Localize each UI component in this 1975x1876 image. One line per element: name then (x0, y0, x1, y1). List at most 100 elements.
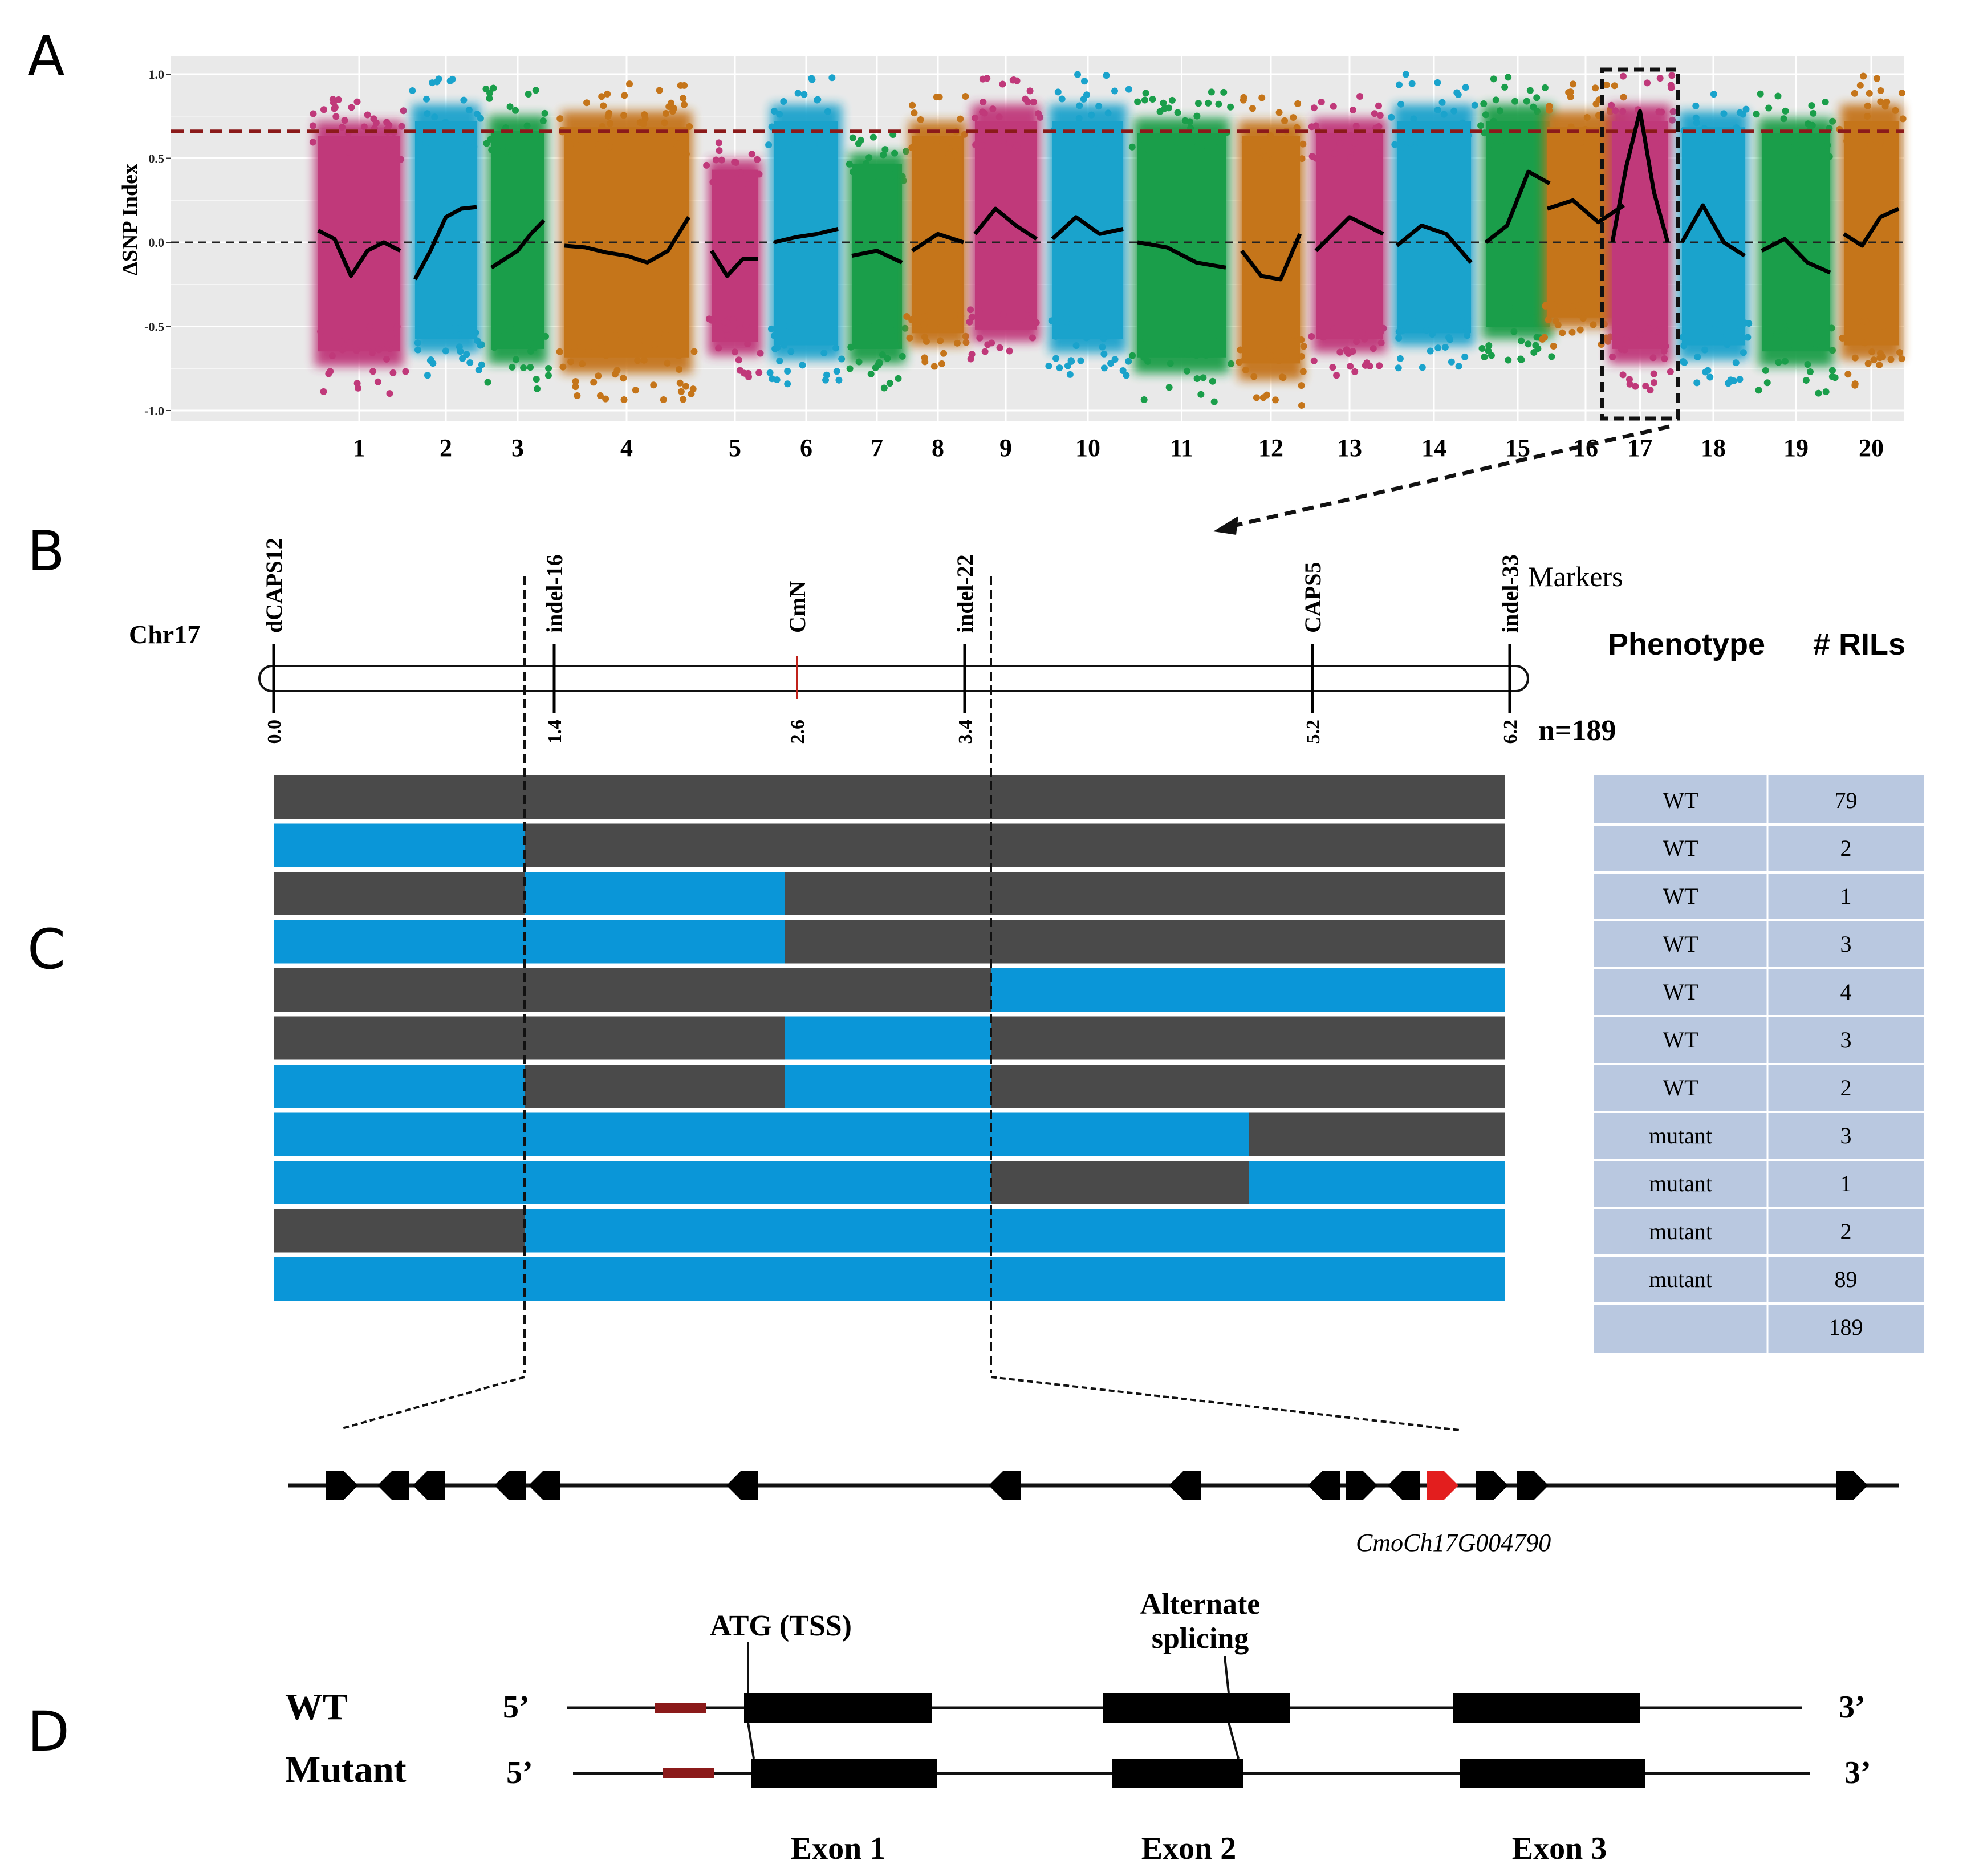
phenotype-cell: WT (1663, 835, 1698, 861)
snp-point (1785, 338, 1793, 346)
wt-exon-2 (1103, 1693, 1290, 1723)
snp-point (1351, 368, 1359, 375)
snp-point (1298, 382, 1305, 389)
snp-point (1650, 370, 1657, 377)
snp-point (1490, 141, 1498, 149)
snp-point (1052, 355, 1060, 362)
snp-point (705, 315, 713, 323)
snp-point (1521, 311, 1529, 319)
snp-point (1458, 319, 1465, 326)
snp-point (675, 133, 682, 141)
wt-segment (525, 1016, 785, 1060)
gene-arrows (326, 1471, 1868, 1500)
snp-point (1896, 349, 1903, 356)
snp-point (744, 340, 751, 347)
snp-point (509, 363, 516, 371)
snp-point (1241, 355, 1249, 363)
snp-point (571, 343, 578, 351)
snp-point (1856, 82, 1864, 89)
snp-point (1077, 357, 1084, 364)
snp-point (1477, 122, 1485, 129)
panel-label-b: B (27, 519, 65, 583)
snp-point (1793, 142, 1801, 149)
chromosome-label: 11 (1170, 434, 1194, 462)
snp-point (483, 140, 490, 147)
exon-3-label: Exon 3 (1512, 1831, 1607, 1866)
snp-point (1242, 137, 1250, 144)
snp-point (1530, 103, 1537, 111)
snp-point (574, 392, 581, 399)
mutant-segment (991, 1209, 1249, 1253)
marker-name: dCAPS12 (261, 538, 287, 633)
snp-point (1478, 345, 1486, 352)
snp-point (1278, 346, 1285, 354)
snp-point (584, 347, 592, 354)
snp-point (1145, 147, 1153, 154)
snp-point (1279, 374, 1287, 381)
snp-point (981, 348, 989, 355)
wt-segment (991, 1016, 1249, 1060)
snp-point (414, 339, 421, 347)
snp-point (1088, 111, 1095, 119)
snp-point (1112, 327, 1119, 335)
snp-point (1533, 94, 1541, 101)
snp-point (1681, 359, 1688, 366)
panel-label-c: C (27, 917, 66, 981)
snp-point (1169, 96, 1176, 104)
point-core (491, 131, 544, 349)
snp-point (320, 106, 327, 113)
snp-point (1724, 341, 1731, 348)
snp-point (1237, 346, 1244, 354)
marker-name: indel-22 (952, 554, 978, 633)
snp-point (1550, 343, 1557, 350)
snp-point (1623, 336, 1630, 343)
table-row: WT 79 (1663, 787, 1857, 813)
snp-point (1240, 96, 1247, 104)
snp-point (355, 384, 362, 392)
trend-line-chr-16 (1546, 198, 1625, 225)
chromosome-label: 19 (1783, 434, 1809, 462)
snp-point (1505, 74, 1512, 81)
snp-point (976, 308, 983, 315)
snp-point (511, 107, 519, 114)
snp-point (1441, 343, 1449, 351)
gene-arrow (726, 1471, 758, 1500)
snp-point (1740, 349, 1747, 356)
snp-point (1453, 89, 1461, 96)
wt-segment (991, 920, 1249, 964)
snp-point (446, 77, 454, 84)
snp-point (980, 98, 987, 105)
snp-point (1843, 137, 1851, 145)
snp-point (745, 181, 752, 188)
chromosome-label: 1 (353, 434, 365, 462)
table-row: WT 3 (1663, 931, 1851, 957)
snp-point (1298, 155, 1306, 163)
snp-point (331, 104, 339, 111)
snp-point (1353, 338, 1360, 346)
snp-point (1892, 107, 1899, 114)
snp-point (1548, 353, 1555, 360)
snp-point (520, 364, 527, 371)
snp-point (486, 95, 493, 102)
chromosome-label: 6 (800, 434, 812, 462)
snp-point (402, 368, 409, 375)
snp-point (466, 359, 474, 367)
snp-point (911, 109, 918, 117)
snp-point (1727, 376, 1734, 384)
snp-point (1632, 383, 1639, 390)
splice-pointer-wt (1224, 1656, 1230, 1694)
snp-point (1782, 107, 1789, 115)
snp-point (921, 312, 928, 320)
wt-three-prime: 3’ (1839, 1690, 1866, 1725)
snp-point (784, 368, 791, 375)
snp-point (1708, 336, 1715, 343)
snp-point (429, 360, 437, 367)
snp-point (1798, 137, 1806, 144)
count-cell: 3 (1840, 1123, 1852, 1148)
snp-point (1434, 79, 1441, 86)
chromosome-label: 18 (1701, 434, 1726, 462)
snp-point (1034, 110, 1042, 117)
snp-point (1490, 117, 1497, 125)
chromosome-label: Chr17 (129, 620, 200, 649)
